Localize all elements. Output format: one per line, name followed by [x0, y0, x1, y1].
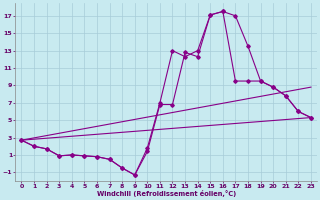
X-axis label: Windchill (Refroidissement éolien,°C): Windchill (Refroidissement éolien,°C) — [97, 190, 236, 197]
